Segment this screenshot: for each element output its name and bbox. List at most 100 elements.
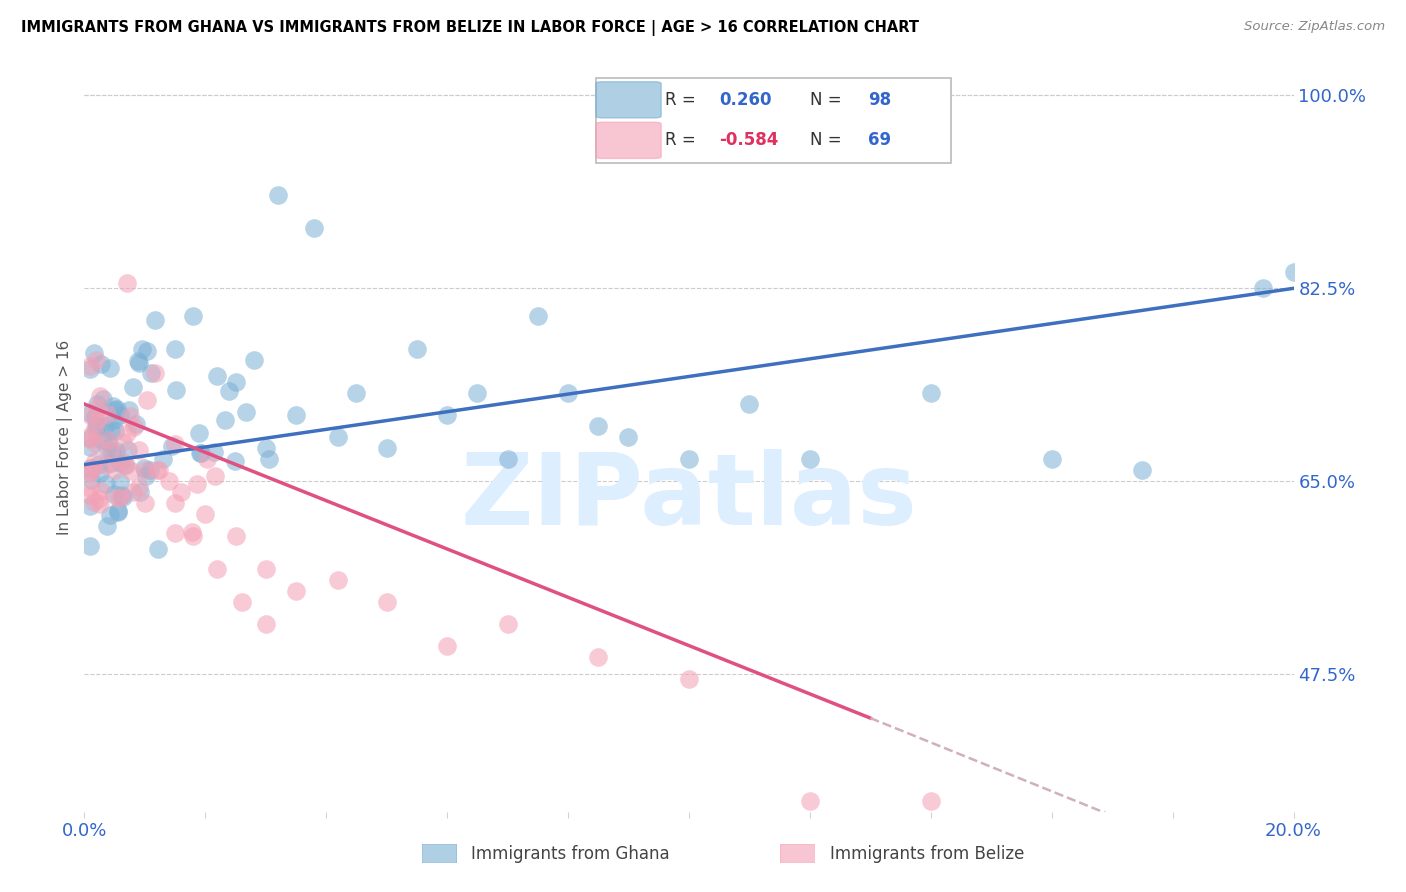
- Point: [165, 342, 187, 356]
- Point: [103, 412, 125, 426]
- Point: [207, 369, 229, 384]
- Text: Immigrants from Ghana: Immigrants from Ghana: [471, 845, 669, 863]
- Point: [122, 420, 145, 434]
- Point: [98, 508, 121, 522]
- Point: [125, 417, 148, 431]
- Point: [107, 504, 129, 518]
- Point: [678, 452, 700, 467]
- Point: [117, 426, 139, 441]
- Point: [83, 453, 105, 467]
- Point: [146, 542, 169, 557]
- Point: [134, 461, 156, 475]
- Text: IMMIGRANTS FROM GHANA VS IMMIGRANTS FROM BELIZE IN LABOR FORCE | AGE > 16 CORREL: IMMIGRANTS FROM GHANA VS IMMIGRANTS FROM…: [21, 20, 920, 36]
- Point: [107, 505, 129, 519]
- Point: [235, 405, 257, 419]
- Point: [181, 529, 204, 543]
- Point: [110, 475, 132, 489]
- Point: [104, 402, 127, 417]
- Point: [87, 412, 110, 426]
- Point: [617, 430, 640, 444]
- Point: [96, 458, 118, 472]
- Text: Immigrants from Belize: Immigrants from Belize: [830, 845, 1024, 863]
- Point: [181, 524, 204, 539]
- Point: [436, 640, 458, 654]
- Point: [194, 507, 217, 521]
- Point: [84, 352, 107, 367]
- Point: [79, 433, 101, 447]
- Point: [143, 312, 166, 326]
- Point: [467, 386, 489, 401]
- Point: [89, 457, 111, 471]
- Point: [406, 342, 429, 356]
- Point: [242, 353, 264, 368]
- Point: [375, 441, 398, 455]
- Point: [103, 487, 125, 501]
- Point: [148, 463, 170, 477]
- Point: [496, 617, 519, 632]
- Point: [218, 384, 240, 398]
- Point: [127, 354, 149, 368]
- Point: [157, 474, 180, 488]
- Point: [134, 496, 156, 510]
- Point: [96, 434, 118, 448]
- Point: [79, 488, 101, 502]
- Point: [285, 408, 308, 422]
- Point: [86, 417, 108, 432]
- Point: [114, 458, 136, 472]
- Point: [84, 422, 107, 436]
- Point: [110, 491, 132, 505]
- Point: [920, 386, 942, 401]
- Point: [84, 435, 107, 450]
- Point: [128, 443, 150, 458]
- Point: [118, 402, 141, 417]
- Point: [79, 429, 101, 443]
- Point: [436, 408, 458, 422]
- Point: [96, 477, 118, 491]
- Point: [588, 419, 610, 434]
- Point: [285, 584, 308, 599]
- Point: [79, 431, 101, 445]
- Point: [799, 794, 821, 808]
- Point: [96, 519, 118, 533]
- Point: [136, 392, 159, 407]
- Point: [1040, 452, 1063, 467]
- Point: [165, 437, 187, 451]
- Point: [117, 442, 139, 457]
- Point: [91, 433, 114, 447]
- Point: [1282, 265, 1305, 279]
- Point: [267, 187, 290, 202]
- Point: [91, 392, 114, 407]
- Point: [105, 402, 128, 417]
- Point: [328, 574, 350, 588]
- Text: ZIPatlas: ZIPatlas: [461, 449, 917, 546]
- Point: [346, 386, 368, 401]
- Point: [84, 410, 107, 425]
- Point: [100, 423, 122, 437]
- Point: [375, 595, 398, 609]
- Point: [80, 473, 103, 487]
- Point: [101, 445, 124, 459]
- Point: [115, 276, 138, 290]
- Point: [231, 595, 253, 609]
- Point: [118, 409, 141, 424]
- Point: [83, 346, 105, 360]
- Point: [79, 461, 101, 475]
- Point: [302, 220, 325, 235]
- Point: [143, 367, 166, 381]
- Point: [79, 465, 101, 479]
- Point: [195, 451, 218, 466]
- Point: [187, 426, 209, 441]
- Point: [557, 386, 579, 401]
- Point: [100, 456, 122, 470]
- Point: [328, 430, 350, 444]
- Point: [257, 452, 280, 467]
- Point: [254, 441, 277, 455]
- Point: [134, 463, 156, 477]
- Point: [122, 380, 145, 394]
- Point: [138, 463, 160, 477]
- Point: [152, 452, 174, 467]
- Point: [104, 443, 127, 458]
- Point: [121, 485, 143, 500]
- Point: [496, 452, 519, 467]
- Point: [107, 491, 129, 506]
